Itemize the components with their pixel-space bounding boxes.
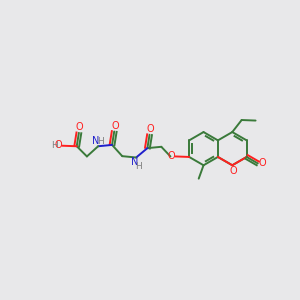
Text: O: O xyxy=(55,140,62,150)
Text: N: N xyxy=(131,157,139,167)
Text: O: O xyxy=(76,122,83,132)
Text: H: H xyxy=(135,162,141,171)
Text: H: H xyxy=(51,141,58,150)
Text: O: O xyxy=(168,151,176,161)
Text: O: O xyxy=(229,166,237,176)
Text: O: O xyxy=(111,121,119,130)
Text: O: O xyxy=(146,124,154,134)
Text: N: N xyxy=(92,136,100,146)
Text: O: O xyxy=(259,158,266,168)
Text: H: H xyxy=(98,137,104,146)
